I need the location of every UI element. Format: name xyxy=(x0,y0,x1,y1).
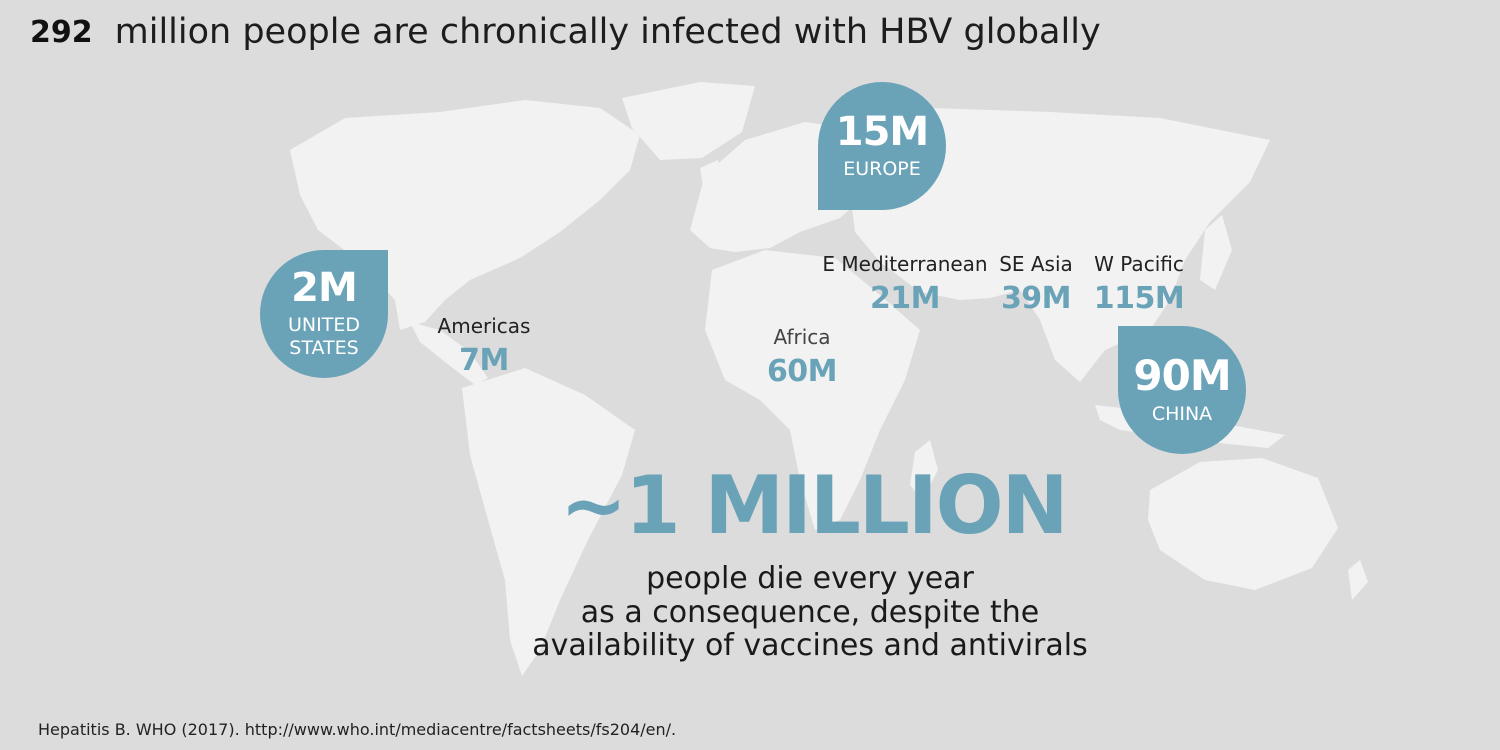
title-text: million people are chronically infected … xyxy=(114,12,1101,52)
pin-label: CHINA xyxy=(1151,402,1213,425)
title-number: 292 xyxy=(30,14,93,50)
deaths-description-line: as a consequence, despite the xyxy=(580,594,1040,630)
pin-value: 90M xyxy=(1133,350,1231,400)
region-africa: Africa 60M xyxy=(752,327,852,387)
region-e-mediterranean: E Mediterranean 21M xyxy=(815,254,995,314)
greenland-landmass xyxy=(622,82,755,160)
pin-label-line: UNITED xyxy=(288,314,360,337)
region-americas: Americas 7M xyxy=(430,316,538,376)
region-value: 60M xyxy=(766,354,838,389)
australia-landmass xyxy=(1148,458,1338,590)
new-zealand-landmass xyxy=(1348,560,1368,600)
headline-deaths: ~1 MILLION xyxy=(560,459,1069,552)
region-name: W Pacific xyxy=(1094,252,1184,276)
pin-united-states: 2M UNITED STATES xyxy=(260,250,388,378)
pin-label: UNITED STATES xyxy=(288,314,360,360)
deaths-description: people die every year as a consequence, … xyxy=(470,562,1150,663)
region-value: 115M xyxy=(1093,281,1185,316)
title: 292 million people are chronically infec… xyxy=(30,6,1101,58)
pin-value: 15M xyxy=(835,108,929,155)
pin-value: 2M xyxy=(291,265,358,312)
region-value: 39M xyxy=(1000,281,1072,316)
africa-landmass xyxy=(705,250,920,530)
region-name: Americas xyxy=(437,314,531,338)
pin-china: 90M CHINA xyxy=(1118,326,1246,454)
region-value: 21M xyxy=(869,281,941,316)
pin-label-line: STATES xyxy=(289,337,359,359)
region-name: SE Asia xyxy=(999,252,1073,276)
madagascar-landmass xyxy=(910,440,938,500)
deaths-description-line: availability of vaccines and antivirals xyxy=(532,628,1088,664)
region-name: Africa xyxy=(773,325,831,349)
region-se-asia: SE Asia 39M xyxy=(990,254,1082,314)
japan-landmass xyxy=(1200,215,1232,290)
pin-europe: 15M EUROPE xyxy=(818,82,946,210)
pin-label: EUROPE xyxy=(843,157,921,180)
region-value: 7M xyxy=(459,343,509,378)
region-w-pacific: W Pacific 115M xyxy=(1085,254,1193,314)
uk-landmass xyxy=(700,160,722,198)
central-america-landmass xyxy=(410,322,488,385)
deaths-description-line: people die every year xyxy=(646,561,974,596)
south-america-landmass xyxy=(462,368,635,676)
region-name: E Mediterranean xyxy=(822,252,988,276)
source-footnote: Hepatitis B. WHO (2017). http://www.who.… xyxy=(38,720,677,739)
asia-landmass xyxy=(850,108,1270,382)
